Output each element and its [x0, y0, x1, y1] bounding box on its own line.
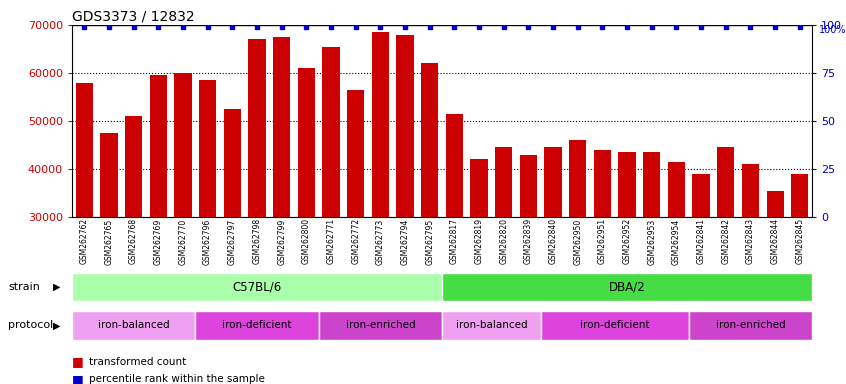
Bar — [249, 40, 266, 217]
Bar — [421, 63, 438, 217]
Bar — [618, 152, 635, 217]
Bar — [545, 147, 562, 217]
Bar — [195, 311, 319, 340]
Bar — [72, 273, 442, 301]
Bar — [298, 68, 315, 217]
Bar — [150, 75, 167, 217]
Bar — [742, 164, 759, 217]
Bar — [371, 32, 389, 217]
Bar — [643, 152, 661, 217]
Bar — [442, 273, 812, 301]
Bar — [594, 150, 611, 217]
Text: ▶: ▶ — [53, 320, 61, 331]
Bar — [199, 80, 217, 217]
Bar — [541, 311, 689, 340]
Bar — [470, 159, 487, 217]
Bar — [101, 133, 118, 217]
Text: strain: strain — [8, 282, 41, 292]
Bar — [319, 311, 442, 340]
Bar — [273, 37, 290, 217]
Text: ■: ■ — [72, 355, 84, 368]
Bar — [495, 147, 513, 217]
Text: iron-balanced: iron-balanced — [98, 320, 169, 331]
Text: protocol: protocol — [8, 320, 53, 331]
Bar — [72, 311, 195, 340]
Bar — [322, 46, 339, 217]
Bar — [717, 147, 734, 217]
Text: iron-enriched: iron-enriched — [345, 320, 415, 331]
Bar — [693, 174, 710, 217]
Bar — [446, 114, 463, 217]
Text: percentile rank within the sample: percentile rank within the sample — [89, 374, 265, 384]
Bar — [791, 174, 809, 217]
Bar — [347, 90, 365, 217]
Bar — [689, 311, 812, 340]
Bar — [397, 35, 414, 217]
Bar — [223, 109, 241, 217]
Bar — [125, 116, 142, 217]
Bar — [569, 140, 586, 217]
Text: iron-deficient: iron-deficient — [222, 320, 292, 331]
Bar — [667, 162, 685, 217]
Text: iron-enriched: iron-enriched — [716, 320, 785, 331]
Text: iron-balanced: iron-balanced — [456, 320, 527, 331]
Bar — [75, 83, 93, 217]
Text: ■: ■ — [72, 373, 84, 384]
Text: iron-deficient: iron-deficient — [580, 320, 650, 331]
Bar — [174, 73, 191, 217]
Bar — [519, 155, 537, 217]
Text: C57BL/6: C57BL/6 — [233, 281, 282, 293]
Text: 100%: 100% — [819, 25, 846, 35]
Bar — [442, 311, 541, 340]
Text: GDS3373 / 12832: GDS3373 / 12832 — [72, 10, 195, 23]
Bar — [766, 190, 783, 217]
Text: transformed count: transformed count — [89, 357, 186, 367]
Text: DBA/2: DBA/2 — [609, 281, 645, 293]
Text: ▶: ▶ — [53, 282, 61, 292]
